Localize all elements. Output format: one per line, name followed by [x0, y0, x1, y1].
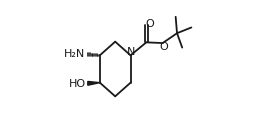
Text: O: O — [145, 19, 154, 29]
Text: O: O — [159, 42, 168, 52]
Text: H₂N: H₂N — [64, 49, 86, 59]
Polygon shape — [88, 81, 100, 85]
Text: N: N — [127, 47, 135, 57]
Text: HO: HO — [69, 79, 86, 89]
